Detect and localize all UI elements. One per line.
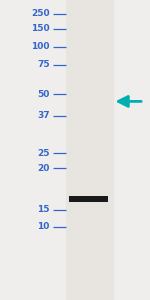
Text: 50: 50 [37,90,50,99]
Text: 75: 75 [37,60,50,69]
Text: 100: 100 [31,42,50,51]
Text: 20: 20 [37,164,50,172]
Bar [69,196,108,202]
Text: 250: 250 [31,9,50,18]
Text: 15: 15 [37,206,50,214]
Text: 10: 10 [37,222,50,231]
Text: 37: 37 [37,111,50,120]
Bar [66,0,114,300]
Text: 150: 150 [31,24,50,33]
Text: 25: 25 [37,148,50,158]
